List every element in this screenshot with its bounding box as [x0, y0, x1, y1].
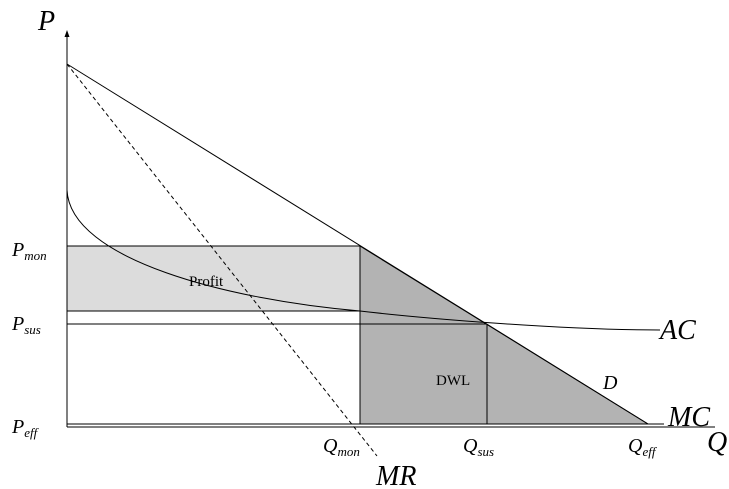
profit-label: Profit	[189, 274, 224, 290]
p-sus-label: Psus	[11, 313, 41, 337]
y-axis-label: P	[37, 6, 55, 37]
y-axis-arrowhead	[64, 30, 70, 37]
p-mon-label: Pmon	[11, 239, 47, 263]
marginal-revenue-label: MR	[375, 461, 416, 489]
average-cost-label: AC	[658, 315, 696, 346]
dwl-label: DWL	[436, 373, 470, 389]
q-sus-label: Qsus	[463, 435, 494, 459]
marginal-revenue-curve	[66, 63, 378, 457]
profit-region	[66, 245, 361, 312]
q-mon-label: Qmon	[323, 435, 360, 459]
marginal-cost-label: MC	[667, 402, 710, 433]
p-eff-label: Peff	[11, 416, 40, 440]
demand-label: D	[602, 372, 618, 394]
demand-curve	[66, 63, 649, 425]
average-cost-curve	[66, 189, 661, 331]
x-axis-label: Q	[707, 427, 727, 458]
q-eff-label: Qeff	[628, 435, 658, 459]
